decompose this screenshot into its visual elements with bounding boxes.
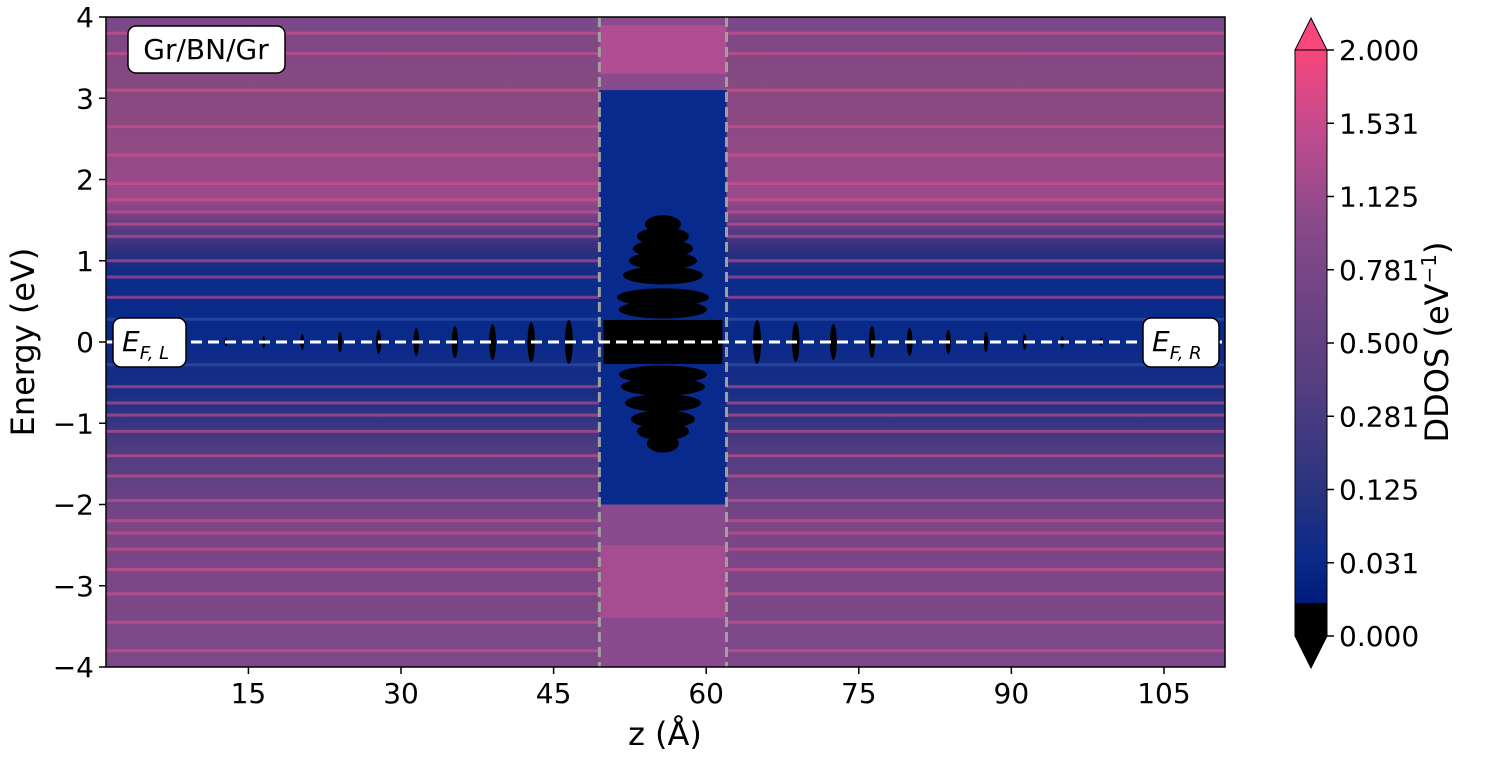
system-label: Gr/BN/Gr — [143, 33, 269, 66]
colorbar-extend-max — [1294, 16, 1328, 51]
colorbar-tick-label: 1.125 — [1339, 181, 1419, 214]
colorbar-tick-label: 0.000 — [1339, 620, 1419, 653]
fermi-label-left-box: EF, L — [112, 317, 187, 368]
zero-dos-lobe — [616, 288, 709, 307]
y-tick-label: −1 — [53, 407, 94, 440]
heatmap-area — [106, 17, 1225, 667]
fermi-label-left: EF, L — [122, 325, 169, 364]
colorbar-label: DDOS (eV−1) — [1417, 242, 1456, 443]
y-tick-label: 2 — [76, 164, 94, 197]
x-axis-label: z (Å) — [628, 715, 702, 753]
zero-dos-lobe — [618, 365, 707, 384]
colorbar-extend-min — [1294, 635, 1328, 670]
x-tick-label: 45 — [536, 677, 572, 710]
plot-frame — [105, 16, 1226, 668]
fermi-pocket — [489, 324, 496, 360]
fermi-label-right-box: EF, R — [1142, 317, 1220, 368]
y-tick-label: −4 — [53, 651, 94, 684]
colorbar-tick-label: 2.000 — [1339, 34, 1419, 67]
fermi-pocket — [829, 324, 837, 360]
colorbar-tick-label: 0.125 — [1339, 474, 1419, 507]
x-tick-label: 30 — [383, 677, 419, 710]
zero-dos-lobe — [620, 377, 705, 396]
y-axis-label: Energy (eV) — [4, 248, 42, 437]
y-tick-label: 0 — [76, 326, 94, 359]
x-tick-label: 90 — [994, 677, 1030, 710]
y-tick-label: −2 — [53, 489, 94, 522]
y-tick-label: −3 — [53, 570, 94, 603]
colorbar-tick-label: 0.781 — [1339, 254, 1419, 287]
x-tick-label: 15 — [231, 677, 267, 710]
colorbar-tick-label: 0.500 — [1339, 327, 1419, 360]
colorbar-gradient — [1295, 50, 1327, 603]
barrier-top-bright — [599, 25, 727, 74]
zero-dos-lobe — [628, 251, 697, 270]
y-axis: −4 −3 −2 −1 0 1 2 3 4 — [53, 1, 106, 684]
y-tick-label: 3 — [76, 82, 94, 115]
zero-dos-lobe — [646, 434, 679, 453]
x-tick-label: 60 — [688, 677, 724, 710]
zero-dos-lobe — [624, 393, 701, 412]
colorbar-tick-label: 0.031 — [1339, 547, 1419, 580]
x-tick-label: 105 — [1137, 677, 1190, 710]
colorbar-low-segment — [1295, 603, 1327, 636]
zero-dos-lobe — [636, 422, 689, 441]
colorbar-tick-label: 0.281 — [1339, 400, 1419, 433]
zero-dos-region — [603, 215, 723, 453]
system-label-box: Gr/BN/Gr — [127, 25, 286, 74]
barrier-bottom-bright — [599, 545, 727, 619]
y-tick-label: 4 — [76, 1, 94, 34]
zero-dos-lobe — [630, 410, 695, 429]
fermi-pocket — [337, 332, 343, 352]
y-tick-label: 1 — [76, 245, 94, 278]
colorbar-tick-label: 1.531 — [1339, 107, 1419, 140]
zero-dos-lobe — [618, 300, 707, 319]
colorbar: 0.000 0.031 0.125 0.281 0.500 0.781 1.125 1.531… — [1294, 16, 1419, 670]
zero-dos-lobe — [622, 266, 703, 285]
fermi-pocket — [983, 332, 989, 352]
fermi-label-right: EF, R — [1152, 325, 1202, 364]
x-tick-label: 75 — [841, 677, 877, 710]
x-axis: 15 30 45 60 75 90 105 — [231, 667, 1191, 710]
